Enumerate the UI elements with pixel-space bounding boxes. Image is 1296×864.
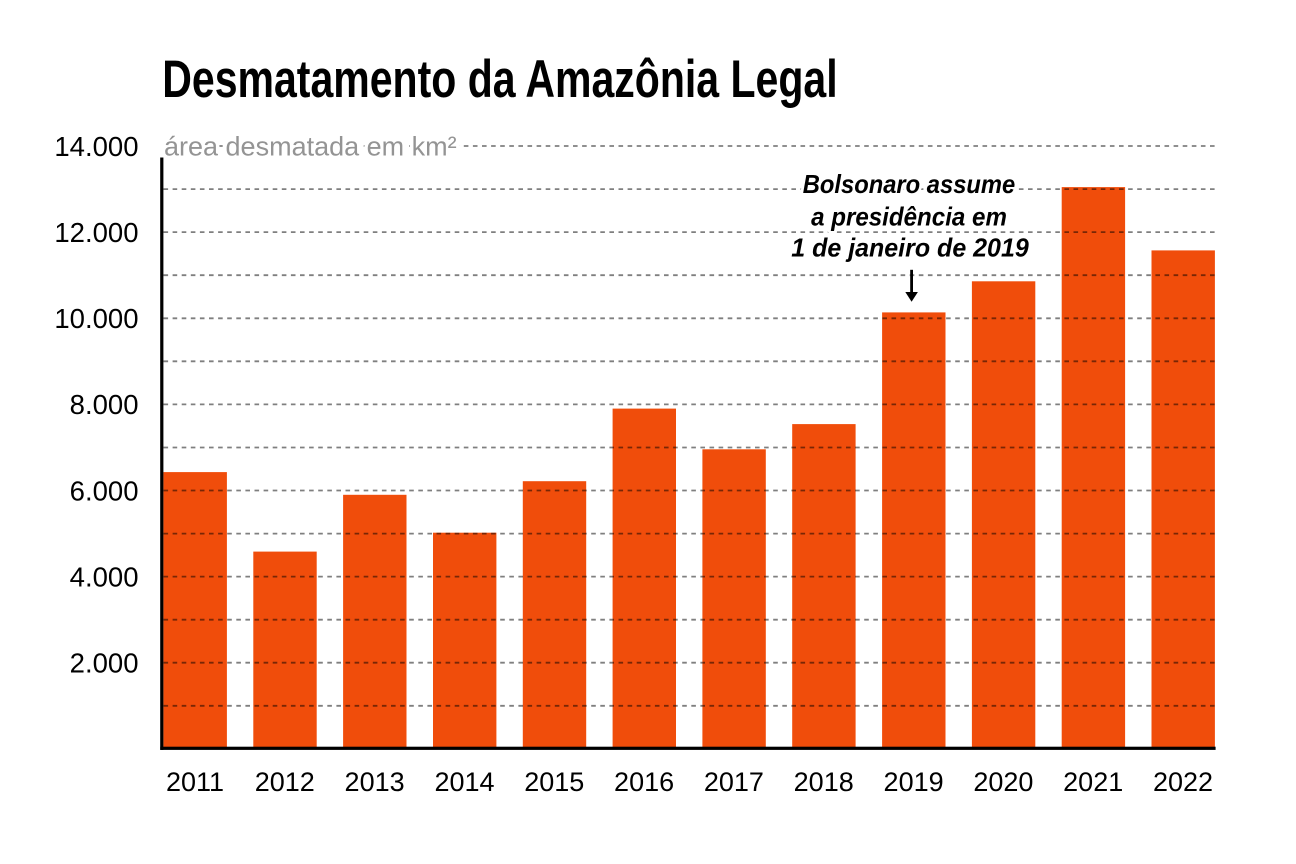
svg-text:Bolsonaro assume: Bolsonaro assume (803, 169, 1016, 199)
svg-text:10.000: 10.000 (54, 303, 138, 334)
svg-text:1 de janeiro de 2019: 1 de janeiro de 2019 (791, 233, 1029, 263)
svg-text:2016: 2016 (614, 767, 674, 797)
svg-text:2020: 2020 (973, 767, 1033, 797)
svg-text:2013: 2013 (345, 767, 405, 797)
svg-text:2012: 2012 (255, 767, 315, 797)
svg-text:2011: 2011 (166, 767, 224, 797)
svg-text:8.000: 8.000 (70, 389, 139, 420)
svg-text:2018: 2018 (794, 767, 854, 797)
svg-text:4.000: 4.000 (70, 561, 139, 592)
svg-text:Desmatamento da Amazônia Legal: Desmatamento da Amazônia Legal (162, 50, 837, 109)
svg-text:área desmatada em km²: área desmatada em km² (164, 132, 457, 162)
svg-text:14.000: 14.000 (54, 131, 138, 162)
svg-text:a presidência em: a presidência em (811, 201, 1007, 231)
svg-text:12.000: 12.000 (54, 217, 138, 248)
svg-text:2.000: 2.000 (70, 648, 139, 679)
svg-text:2014: 2014 (434, 767, 494, 797)
svg-text:2019: 2019 (884, 767, 944, 797)
svg-text:2017: 2017 (704, 767, 764, 797)
svg-text:2015: 2015 (524, 767, 584, 797)
svg-text:2021: 2021 (1063, 767, 1123, 797)
svg-text:2022: 2022 (1153, 767, 1213, 797)
svg-text:6.000: 6.000 (70, 475, 139, 506)
